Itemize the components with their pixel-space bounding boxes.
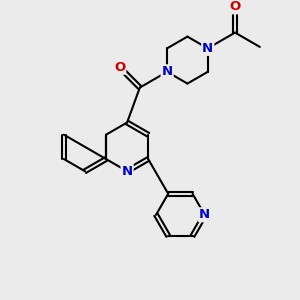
Text: N: N [199, 208, 210, 221]
Text: O: O [230, 0, 241, 13]
Text: O: O [114, 61, 125, 74]
Text: N: N [202, 42, 213, 55]
Text: N: N [122, 165, 133, 178]
Text: N: N [161, 65, 173, 78]
